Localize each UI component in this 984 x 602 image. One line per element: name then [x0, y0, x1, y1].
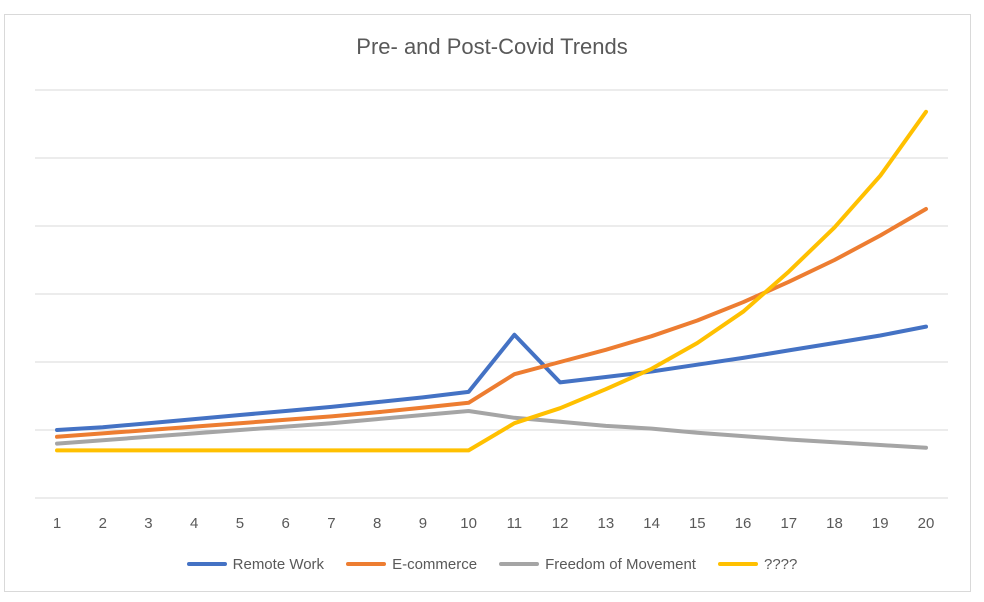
- series-line-: [55, 109, 928, 453]
- x-tick-label: 7: [327, 515, 335, 532]
- series-line-remote-work: [55, 324, 928, 432]
- x-tick-label: 1: [53, 515, 61, 532]
- series-lines: [55, 109, 928, 453]
- legend-swatch: [499, 562, 540, 566]
- chart-title: Pre- and Post-Covid Trends: [356, 34, 628, 59]
- x-tick-label: 2: [99, 515, 107, 532]
- x-tick-label: 4: [190, 515, 198, 532]
- legend-swatch: [717, 562, 758, 566]
- legend-label: Freedom of Movement: [545, 555, 696, 573]
- legend-label: ????: [763, 555, 798, 573]
- x-tick-label: 10: [460, 515, 477, 532]
- x-tick-label: 20: [918, 515, 935, 532]
- series-line-e-commerce: [55, 207, 928, 439]
- x-tick-label: 11: [507, 515, 523, 532]
- legend: Remote Work E-commerce Freedom of Movement…: [0, 552, 984, 576]
- legend-item: ????: [717, 555, 798, 573]
- x-tick-label: 8: [373, 515, 381, 532]
- x-tick-label: 9: [419, 515, 427, 532]
- x-tick-label: 17: [780, 515, 797, 532]
- x-tick-label: 14: [643, 515, 660, 532]
- x-tick-label: 18: [826, 515, 843, 532]
- x-tick-label: 15: [689, 515, 706, 532]
- series-line-freedom-of-movement: [55, 409, 928, 450]
- legend-label: E-commerce: [392, 555, 478, 573]
- legend-label: Remote Work: [232, 555, 325, 573]
- legend-swatch: [186, 562, 227, 566]
- x-axis-tick-labels: 1 2 3 4 5 6 7 8 9 10 11 12 13 14 15 16 17 18 19 20: [53, 515, 935, 532]
- legend-item: E-commerce: [346, 556, 477, 573]
- legend-item: Freedom of Movement: [499, 556, 696, 573]
- legend-swatch: [346, 562, 387, 566]
- chart-area: [4, 14, 971, 592]
- x-tick-label: 16: [735, 515, 752, 532]
- x-tick-label: 12: [552, 515, 569, 532]
- x-tick-label: 6: [282, 515, 290, 532]
- x-tick-label: 13: [597, 515, 614, 532]
- legend-item: Remote Work: [186, 555, 325, 573]
- x-tick-label: 3: [144, 515, 152, 532]
- x-tick-label: 5: [236, 515, 244, 532]
- x-tick-label: 19: [872, 515, 889, 532]
